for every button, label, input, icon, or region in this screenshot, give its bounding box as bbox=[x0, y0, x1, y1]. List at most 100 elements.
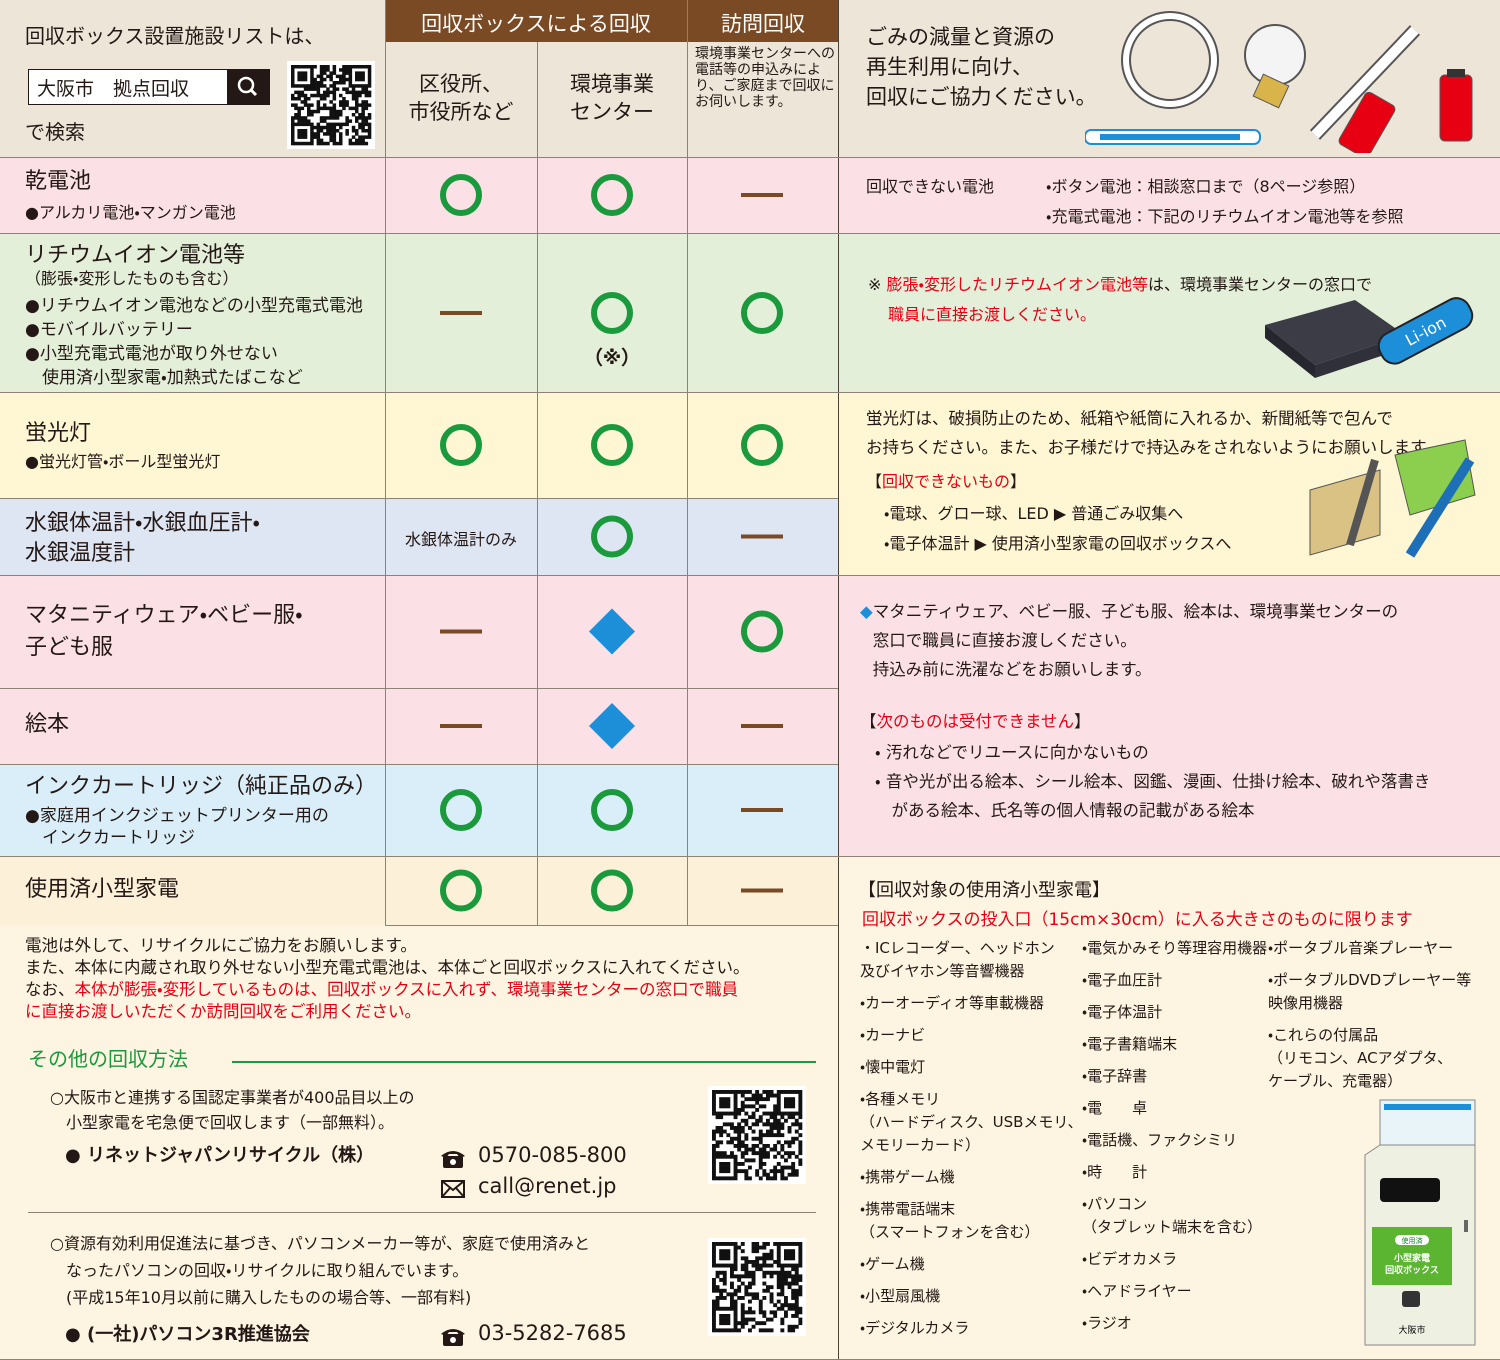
qr-module bbox=[329, 71, 333, 75]
qr-module bbox=[300, 119, 305, 123]
qr-module bbox=[784, 1278, 788, 1282]
qr-module bbox=[748, 1292, 752, 1297]
qr-module bbox=[300, 122, 305, 127]
qr-module bbox=[722, 1165, 727, 1170]
search-text: 大阪市 拠点回収 bbox=[37, 78, 190, 100]
row-line bbox=[0, 764, 838, 765]
qr-module bbox=[769, 1285, 774, 1290]
qr-module bbox=[773, 1314, 778, 1318]
qr-module bbox=[787, 1328, 792, 1333]
qr-module bbox=[712, 1310, 716, 1315]
bracket: 【 bbox=[860, 712, 877, 731]
qr-module bbox=[367, 68, 372, 72]
qr-module bbox=[730, 1242, 734, 1246]
qr-module bbox=[355, 97, 359, 101]
qr-module bbox=[326, 132, 330, 136]
qr-module bbox=[733, 1292, 738, 1297]
qr-module bbox=[730, 1090, 734, 1094]
qr-module bbox=[300, 135, 305, 139]
qr-module bbox=[361, 125, 365, 130]
heading-rule bbox=[232, 1061, 816, 1063]
qr-module bbox=[300, 65, 305, 69]
appliance-item: ・電話機、ファクシミリ bbox=[1082, 1131, 1238, 1149]
qr-module bbox=[733, 1274, 738, 1279]
qr-module bbox=[319, 81, 324, 85]
qr-module bbox=[319, 119, 324, 123]
qr-module bbox=[787, 1100, 792, 1105]
row-bg bbox=[0, 498, 838, 575]
qr-module bbox=[748, 1097, 752, 1102]
qr-module bbox=[769, 1317, 774, 1322]
qr-module bbox=[780, 1169, 785, 1174]
qr-module bbox=[798, 1242, 803, 1246]
qr-module bbox=[798, 1097, 803, 1102]
qr-module bbox=[740, 1281, 745, 1286]
search-box[interactable]: 大阪市 拠点回収 bbox=[28, 69, 270, 105]
qr-module bbox=[361, 141, 365, 146]
qr-module bbox=[733, 1093, 738, 1098]
qr-module bbox=[740, 1154, 745, 1159]
qr-module bbox=[712, 1100, 716, 1105]
qr-module bbox=[297, 119, 301, 123]
qr-module bbox=[769, 1176, 774, 1181]
qr-module bbox=[294, 103, 298, 107]
qr-module bbox=[744, 1274, 749, 1279]
qr-module bbox=[307, 65, 311, 69]
qr-module bbox=[719, 1288, 724, 1293]
qr-module bbox=[358, 84, 362, 88]
qr-module bbox=[722, 1317, 727, 1322]
qr-module bbox=[348, 74, 353, 79]
qr-module bbox=[367, 125, 372, 130]
qr-module bbox=[355, 116, 359, 120]
qr-module bbox=[776, 1274, 781, 1279]
row-name: 使用済小型家電 bbox=[25, 877, 180, 902]
note-red: 膨張・変形したリチウムイオン電池等 bbox=[886, 275, 1148, 294]
qr-module bbox=[715, 1328, 720, 1333]
qr-module bbox=[784, 1100, 788, 1105]
qr-module bbox=[726, 1176, 731, 1181]
qr-module bbox=[355, 129, 359, 133]
qr-module bbox=[773, 1104, 778, 1109]
qr-module bbox=[762, 1314, 767, 1318]
qr-module bbox=[791, 1136, 796, 1141]
qr-module bbox=[345, 122, 349, 127]
qr-module bbox=[744, 1292, 749, 1297]
qr-module bbox=[751, 1136, 756, 1141]
qr-module bbox=[351, 97, 356, 101]
qr-module bbox=[791, 1252, 796, 1257]
qr-module bbox=[297, 116, 301, 120]
qr-module bbox=[345, 100, 349, 104]
qr-module bbox=[776, 1111, 781, 1116]
qr-module bbox=[766, 1256, 770, 1261]
qr-module bbox=[744, 1097, 749, 1102]
qr-module bbox=[798, 1278, 803, 1282]
qr-module bbox=[758, 1154, 763, 1159]
qr-module bbox=[787, 1172, 792, 1177]
qr-module bbox=[773, 1242, 778, 1246]
row-name: 絵本 bbox=[25, 712, 70, 737]
org-name: ● リネットジャパンリサイクル（株） bbox=[65, 1145, 375, 1166]
qr-module bbox=[733, 1104, 738, 1109]
qr-module bbox=[776, 1242, 781, 1246]
qr-module bbox=[348, 119, 353, 123]
qr-module bbox=[355, 103, 359, 107]
qr-module bbox=[766, 1252, 770, 1257]
qr-module bbox=[740, 1108, 745, 1112]
qr-module bbox=[751, 1274, 756, 1279]
qr-module bbox=[730, 1151, 734, 1156]
qr-module bbox=[748, 1306, 752, 1311]
qr-module bbox=[748, 1285, 752, 1290]
qr-module bbox=[303, 116, 308, 120]
qr-module bbox=[726, 1256, 731, 1261]
qr-module bbox=[303, 97, 308, 101]
qr-module bbox=[715, 1154, 720, 1159]
qr-module bbox=[367, 122, 372, 127]
qr-module bbox=[300, 116, 305, 120]
qr-module bbox=[715, 1274, 720, 1279]
column-line bbox=[385, 0, 386, 925]
qr-module bbox=[297, 77, 301, 82]
qr-module bbox=[737, 1126, 742, 1130]
qr-module bbox=[297, 113, 301, 117]
qr-module bbox=[769, 1115, 774, 1120]
qr-module bbox=[323, 103, 327, 107]
